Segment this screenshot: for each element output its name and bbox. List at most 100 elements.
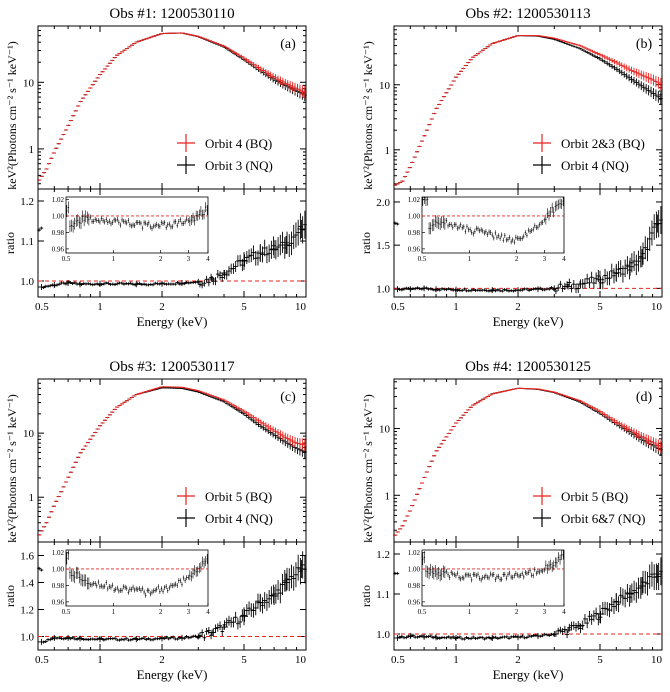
legend-label: Orbit 2&3 (BQ) [561, 136, 645, 151]
chart-title: Obs #4: 1200530125 [465, 359, 591, 375]
y-tick-label: 1.0 [376, 283, 390, 295]
inset-x-tick-label: 2 [159, 608, 163, 616]
ratio-y-axis: 1.0 1.1 1.2 [20, 196, 306, 288]
series-0 [393, 387, 663, 536]
x-tick-label: 10 [651, 654, 663, 666]
x-tick-label: 1 [453, 654, 459, 666]
ratio-inset: 0.96 0.98 1.00 1.02 0.5 1 2 3 4 [408, 196, 567, 263]
y-tick-label: 10 [23, 77, 35, 89]
x-axis: 0.5 1 2 5 10 [35, 379, 307, 666]
legend-label: Orbit 6&7 (NQ) [561, 511, 646, 526]
series-0 [37, 32, 307, 181]
series-0 [37, 386, 307, 536]
spectrum-y-axis-label: keV²(Photons cm⁻² s⁻¹ keV⁻¹) [361, 394, 375, 542]
y-tick-label: 10 [23, 428, 35, 440]
x-axis-label: Energy (keV) [493, 667, 564, 682]
inset-x-tick-label: 0.5 [418, 608, 427, 616]
inset-x-tick-label: 2 [515, 608, 519, 616]
x-tick-label: 10 [651, 301, 663, 313]
legend-label: Orbit 4 (BQ) [205, 136, 272, 151]
inset-x-tick-label: 0.5 [418, 255, 427, 263]
panel-label: (b) [636, 37, 653, 52]
inset-data [421, 550, 565, 583]
ratio-y-axis-label: ratio [3, 232, 17, 254]
legend: Orbit 2&3 (BQ) Orbit 4 (NQ) [533, 134, 645, 174]
x-tick-label: 2 [159, 301, 165, 313]
legend-label: Orbit 4 (NQ) [561, 158, 629, 173]
spectrum-data [393, 34, 663, 186]
chart-title: Obs #2: 1200530113 [465, 6, 590, 22]
x-tick-label: 1 [453, 301, 459, 313]
inset-y-tick-label: 1.02 [52, 196, 65, 204]
inset-x-tick-label: 3 [543, 608, 547, 616]
inset-y-tick-label: 1.02 [52, 549, 65, 557]
y-tick-label: 2.0 [376, 197, 390, 209]
inset-x-tick-label: 4 [206, 608, 210, 616]
ratio-y-axis-label: ratio [3, 585, 17, 607]
ratio-frame [37, 541, 307, 651]
inset-y-tick-label: 0.96 [408, 245, 421, 253]
x-tick-label: 5 [241, 654, 247, 666]
inset-x-tick-label: 1 [468, 255, 472, 263]
spectrum-y-axis: 1 10 [379, 381, 662, 543]
chart-panel-d: Obs #4: 1200530125 0.5 1 2 5 10 Energy (keV) 11… [359, 359, 663, 682]
ratio-inset: 0.96 0.98 1.00 1.02 0.5 1 2 3 4 [52, 549, 211, 616]
inset-x-tick-label: 3 [187, 255, 191, 263]
inset-x-tick-label: 2 [515, 255, 519, 263]
x-tick-label: 5 [241, 301, 247, 313]
ratio-y-axis-label: ratio [359, 232, 373, 254]
y-tick-label: 1.5 [376, 240, 390, 252]
inset-y-tick-label: 1.00 [52, 565, 65, 573]
y-tick-label: 1.4 [20, 578, 34, 590]
x-tick-label: 10 [295, 301, 307, 313]
y-tick-label: 1.6 [20, 551, 34, 563]
y-tick-label: 10 [379, 423, 391, 435]
legend-label: Orbit 5 (BQ) [561, 489, 628, 504]
inset-y-tick-label: 0.98 [52, 229, 65, 237]
panel-label: (c) [280, 390, 296, 405]
legend-label: Orbit 4 (NQ) [205, 511, 273, 526]
x-tick-label: 2 [159, 654, 165, 666]
inset-x-tick-label: 1 [112, 255, 116, 263]
x-axis-label: Energy (keV) [137, 667, 208, 682]
x-tick-label: 2 [515, 654, 521, 666]
ratio-y-axis: 1.0 1.5 2.0 [376, 197, 662, 295]
inset-y-tick-label: 0.98 [408, 229, 421, 237]
inset-y-tick-label: 0.96 [52, 598, 65, 606]
inset-y-tick-label: 1.02 [408, 549, 421, 557]
x-tick-label: 0.5 [391, 654, 405, 666]
inset-data [65, 201, 209, 233]
legend: Orbit 4 (BQ) Orbit 3 (NQ) [177, 134, 273, 174]
inset-y-tick-label: 1.00 [408, 212, 421, 220]
spectrum-y-axis: 1 10 [23, 25, 306, 185]
inset-y-tick-label: 1.00 [408, 565, 421, 573]
x-axis: 0.5 1 2 5 10 [391, 379, 663, 666]
x-tick-label: 10 [295, 654, 307, 666]
spectrum-y-axis-label: keV²(Photons cm⁻² s⁻¹ keV⁻¹) [5, 394, 19, 542]
ratio-data [37, 210, 307, 290]
y-tick-label: 1.0 [20, 632, 34, 644]
inset-y-tick-label: 0.98 [52, 582, 65, 590]
inset-y-tick-label: 0.96 [52, 245, 65, 253]
inset-frame [65, 196, 209, 254]
ratio-frame [393, 188, 663, 298]
spectrum-y-axis: 1 10 [379, 25, 662, 185]
inset-x-tick-label: 4 [562, 255, 566, 263]
ratio-frame [393, 541, 663, 651]
inset-x-tick-label: 1 [112, 608, 116, 616]
spectrum-data [37, 386, 307, 536]
x-axis-label: Energy (keV) [137, 314, 208, 329]
panel-label: (d) [636, 390, 653, 405]
spectrum-y-axis-label: keV²(Photons cm⁻² s⁻¹ keV⁻¹) [361, 41, 375, 189]
inset-x-tick-label: 2 [159, 255, 163, 263]
x-tick-label: 1 [97, 654, 103, 666]
panel-label: (a) [280, 37, 296, 52]
y-tick-label: 1 [29, 144, 35, 156]
x-tick-label: 5 [597, 654, 603, 666]
inset-x-tick-label: 3 [187, 608, 191, 616]
y-tick-label: 1 [29, 492, 35, 504]
y-tick-label: 1.2 [20, 196, 34, 208]
x-tick-label: 1 [97, 301, 103, 313]
